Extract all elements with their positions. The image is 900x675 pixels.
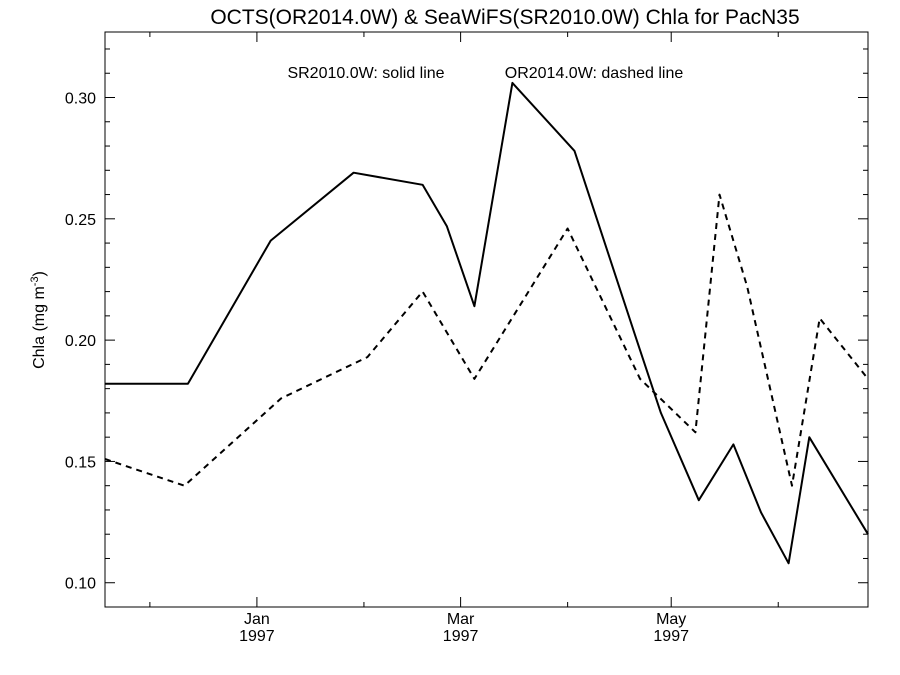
y-tick-label: 0.30 bbox=[65, 91, 96, 108]
y-axis-label-close: ) bbox=[31, 271, 48, 276]
axis-ticks: 0.100.150.200.250.30Jan1997Mar1997May199… bbox=[65, 32, 868, 645]
plot-frame bbox=[104, 31, 869, 608]
x-tick-month: May bbox=[656, 611, 686, 628]
series-line-or2014 bbox=[104, 193, 869, 487]
x-tick-month: Jan bbox=[244, 611, 270, 628]
x-tick-year: 1997 bbox=[443, 628, 479, 645]
chart-title: OCTS(OR2014.0W) & SeaWiFS(SR2010.0W) Chl… bbox=[210, 6, 799, 29]
y-axis-label-main: Chla (mg m bbox=[31, 286, 48, 369]
series-line-sr2010 bbox=[105, 81, 869, 565]
y-tick-label: 0.20 bbox=[65, 333, 96, 350]
legend-solid-label: SR2010.0W: solid line bbox=[287, 65, 444, 82]
y-tick-label: 0.15 bbox=[65, 454, 96, 471]
y-axis-label-exponent: -3 bbox=[29, 276, 41, 286]
legend-dashed-label: OR2014.0W: dashed line bbox=[505, 65, 684, 82]
x-tick-year: 1997 bbox=[653, 628, 689, 645]
y-axis-label: Chla (mg m-3) bbox=[29, 271, 48, 369]
y-tick-label: 0.25 bbox=[65, 212, 96, 229]
x-tick-month: Mar bbox=[447, 611, 475, 628]
y-tick-label: 0.10 bbox=[65, 576, 96, 593]
x-tick-year: 1997 bbox=[239, 628, 275, 645]
data-series bbox=[104, 81, 869, 565]
